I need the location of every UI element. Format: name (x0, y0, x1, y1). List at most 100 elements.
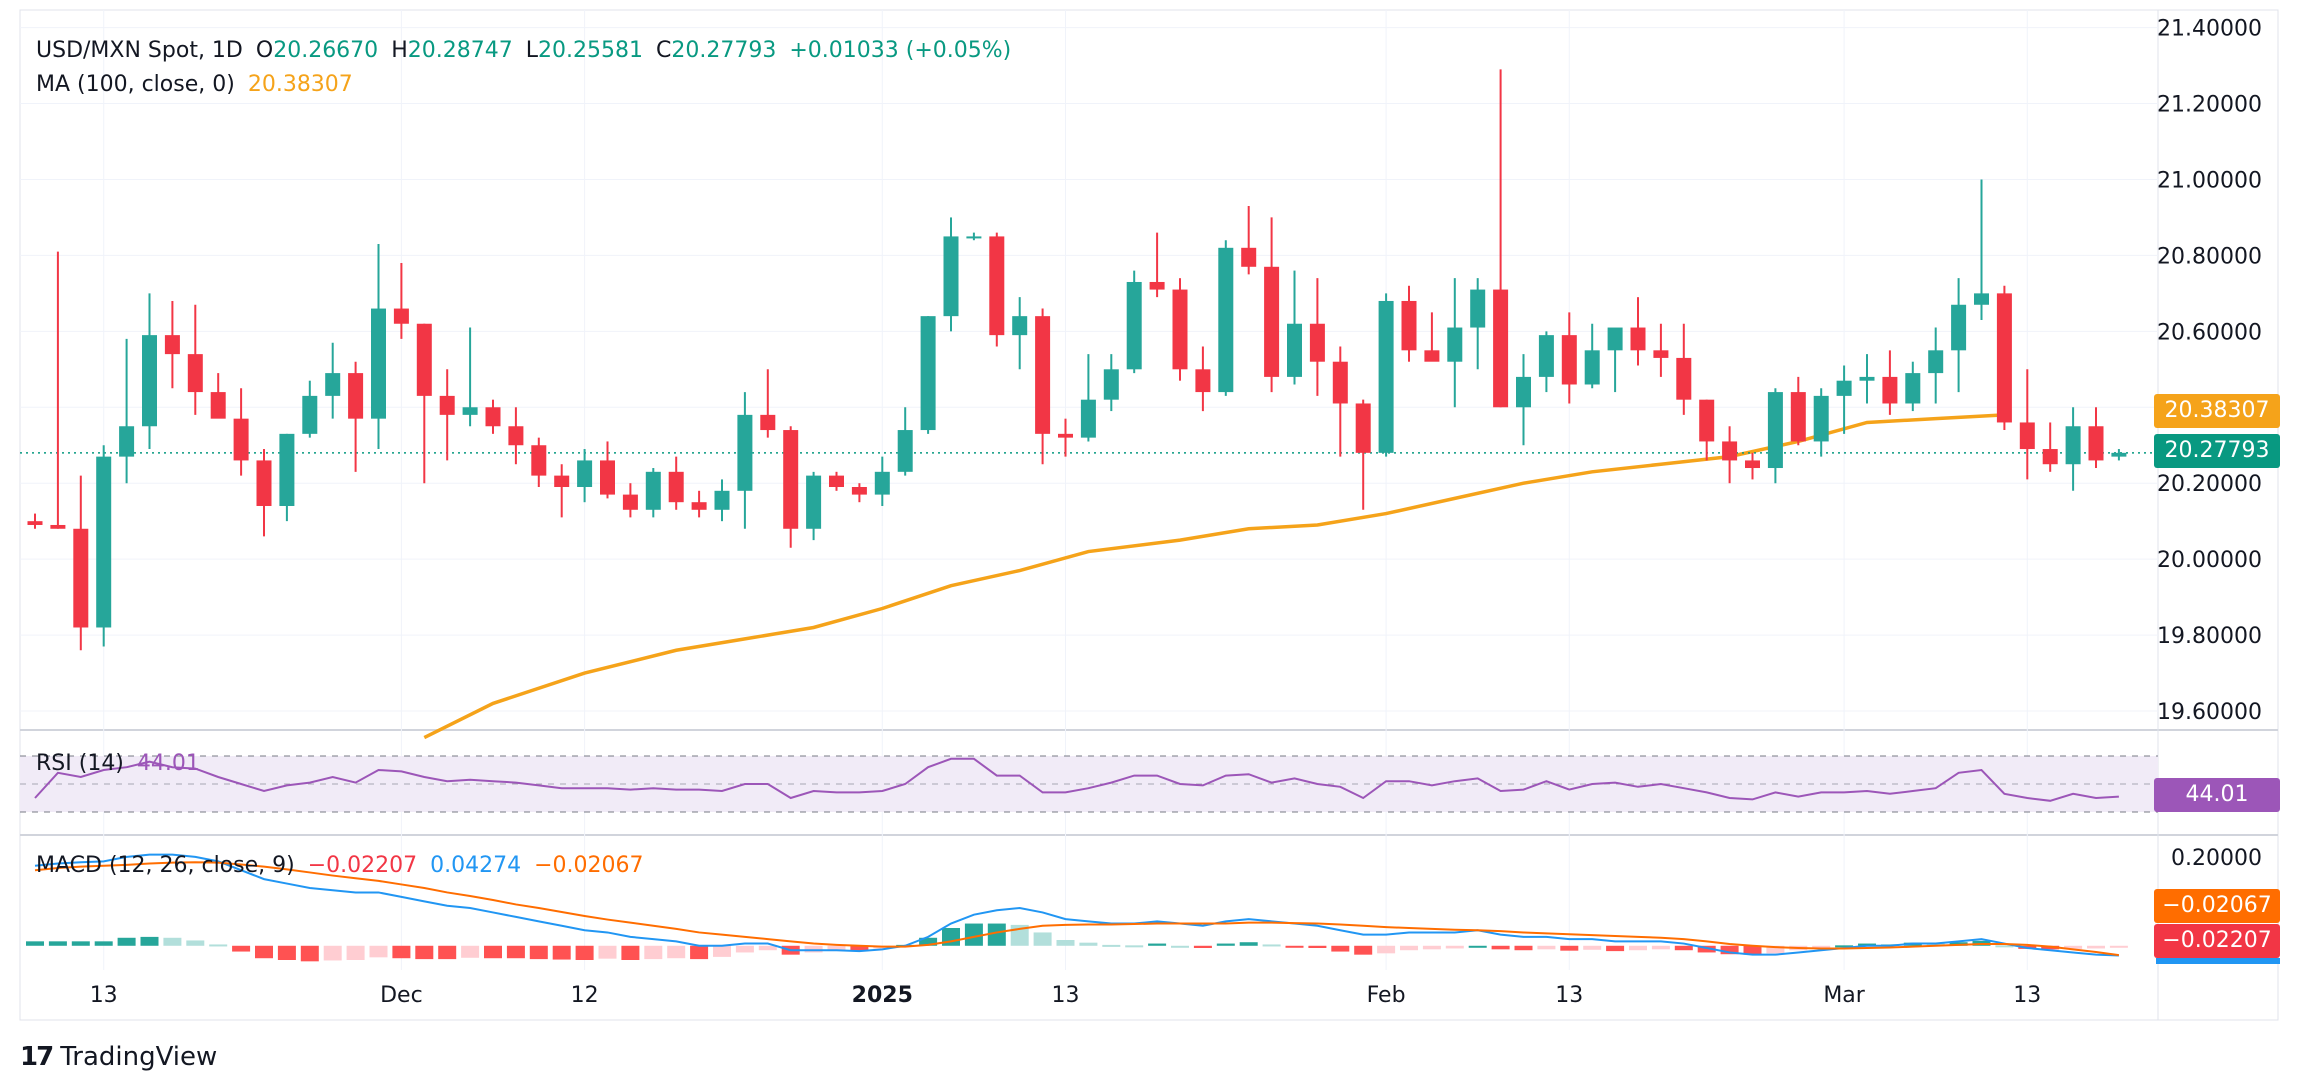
candle (142, 293, 157, 450)
macd-line (34, 853, 2119, 957)
tradingview-brand[interactable]: 17 TradingView (20, 1042, 217, 1072)
candle-body (1401, 300, 1417, 351)
candle-body (1745, 460, 1760, 469)
hist-value: −0.02067 (534, 853, 644, 878)
candle-body (1103, 369, 1119, 400)
macd-histogram-bar (690, 945, 709, 960)
macd-histogram-bar (415, 945, 434, 960)
macd-histogram-bar (598, 945, 617, 959)
candle-body (1287, 323, 1302, 377)
candle-body (1080, 399, 1096, 438)
macd-histogram-bar (987, 923, 1006, 946)
candle (302, 380, 318, 438)
candle-body (508, 426, 524, 446)
macd-histogram-bar (1354, 945, 1373, 955)
candle-body (1332, 361, 1348, 404)
macd-histogram-bar (964, 923, 983, 946)
macd-signal-tag: −0.02067 (2154, 889, 2280, 923)
macd-histogram-bar (1377, 945, 1396, 954)
candle-body (1722, 441, 1738, 461)
candle (1859, 354, 1875, 404)
x-tick-label: Feb (1367, 983, 1406, 1008)
rsi-value: 44.01 (136, 751, 200, 776)
macd-histogram-bar (461, 945, 480, 958)
signal-value: 0.04274 (430, 853, 522, 878)
candle-body (1882, 376, 1898, 404)
candle (966, 232, 982, 241)
macd-histogram-bar (26, 941, 44, 946)
ma-value: 20.38307 (247, 72, 353, 97)
macd-histogram-bar (1629, 945, 1647, 951)
macd-histogram-bar (1331, 945, 1350, 952)
candle (851, 483, 867, 503)
candle-body (668, 471, 684, 503)
candle-body (1584, 350, 1600, 385)
candle (943, 217, 959, 332)
close-label: C (655, 38, 672, 63)
candle-body (1951, 304, 1967, 351)
candle-body (1195, 369, 1211, 393)
macd-histogram-bar (323, 945, 342, 961)
x-tick-label: 2025 (852, 983, 913, 1008)
macd-histogram-bar (575, 945, 594, 960)
macd-histogram-bar (1812, 945, 1831, 948)
candle (210, 373, 226, 419)
candle-body (897, 430, 913, 472)
candle-body (1264, 266, 1280, 377)
candle-body (439, 395, 455, 415)
candle-body (943, 236, 959, 317)
candle (439, 369, 455, 461)
candle (1905, 361, 1921, 412)
candle (714, 479, 730, 522)
high-value: 20.28747 (407, 38, 513, 63)
candle-body (1035, 316, 1051, 434)
candle-body (1058, 433, 1073, 438)
candle-body (1470, 289, 1486, 328)
candle (1172, 278, 1188, 381)
candle (691, 490, 707, 518)
candle (1790, 376, 1806, 446)
macd-histogram-bar (1102, 944, 1121, 947)
ma100-line (423, 413, 2005, 740)
candle (371, 244, 386, 450)
macd-histogram-bar (277, 945, 296, 960)
candle-body (325, 373, 341, 396)
candle-body (393, 308, 409, 324)
candle (1355, 399, 1371, 510)
candle (1424, 312, 1440, 362)
macd-histogram-bar (1171, 945, 1189, 948)
x-tick-label: Mar (1823, 983, 1865, 1008)
candle (2042, 422, 2058, 472)
candle-body (2088, 426, 2104, 461)
candle (1080, 354, 1096, 442)
macd-line-tag: −0.02207 (2154, 924, 2280, 958)
candle (1584, 323, 1600, 389)
close-value: 20.27793 (671, 38, 777, 63)
candle-body (783, 430, 799, 529)
candle (2088, 407, 2104, 469)
x-tick-label: 12 (571, 983, 599, 1008)
x-tick-label: 13 (90, 983, 118, 1008)
candle (622, 483, 638, 518)
candle (2065, 407, 2081, 491)
open-value: 20.26670 (273, 38, 379, 63)
macd-histogram-bar (94, 941, 113, 946)
x-tick-label: 13 (1555, 983, 1583, 1008)
candle-body (1836, 380, 1852, 396)
candle-body (2065, 426, 2081, 465)
open-label: O (255, 38, 274, 63)
brand-name: TradingView (60, 1042, 218, 1072)
macd-histogram-bar (621, 945, 640, 960)
candle-body (1996, 293, 2012, 423)
macd-histogram-bar (1079, 942, 1098, 946)
candle (1378, 293, 1394, 457)
candle-body (691, 502, 707, 510)
candle (1974, 179, 1989, 320)
macd-histogram-bar (758, 945, 777, 951)
candle (325, 342, 341, 419)
candle-body (1012, 316, 1028, 336)
candle (1722, 426, 1738, 484)
macd-label: MACD (12, 26, close, 9) (36, 853, 295, 878)
macd-histogram-bar (1422, 945, 1441, 950)
